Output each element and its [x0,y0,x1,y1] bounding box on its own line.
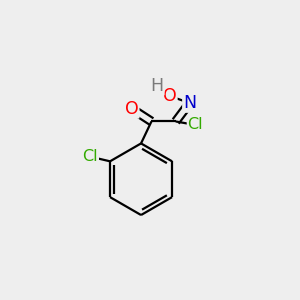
Text: O: O [163,87,177,105]
Text: N: N [183,94,196,112]
Text: Cl: Cl [82,149,98,164]
Text: H: H [151,77,164,95]
Text: Cl: Cl [188,117,203,132]
Text: O: O [125,100,139,118]
